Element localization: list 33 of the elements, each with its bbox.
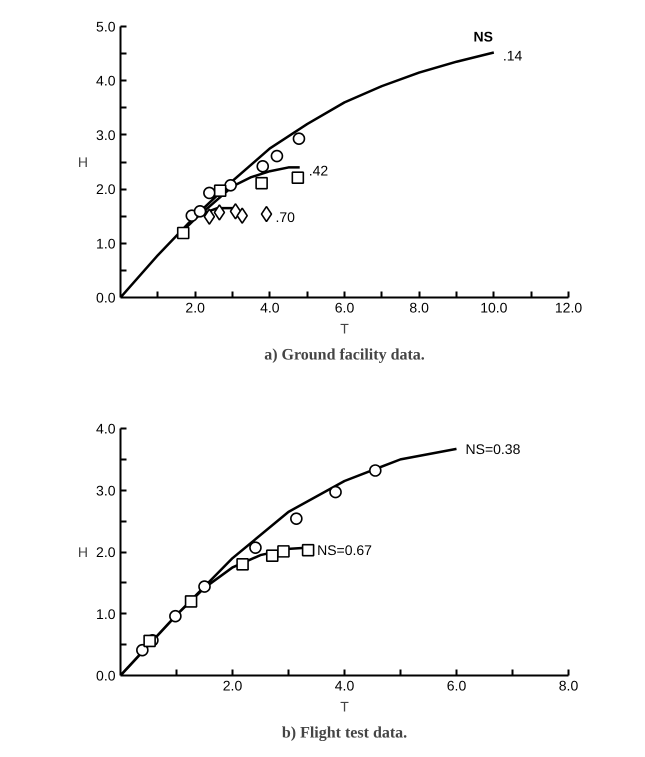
x-tick-label: 8.0 (558, 678, 578, 694)
x-tick-label: 10.0 (480, 300, 508, 316)
y-tick-label: 4.0 (96, 72, 116, 89)
x-tick-label: 4.0 (334, 678, 354, 694)
y-tick-label: 5.0 (96, 18, 116, 34)
x-axis-title: T (340, 698, 350, 714)
y-tick-label: 1.0 (96, 606, 116, 622)
y-tick-label: 4.0 (96, 420, 116, 436)
y-tick-label: 3.0 (96, 482, 116, 498)
y-tick-label: 0.0 (96, 290, 116, 306)
text: a) Ground facility data. (264, 346, 425, 364)
y-tick-label: 2.0 (96, 544, 116, 560)
annotation: NS=0.38 (466, 440, 521, 457)
text: b) Flight test data. (282, 724, 408, 742)
y-tick-label: 0.0 (96, 668, 116, 684)
x-tick-label: 12.0 (554, 300, 582, 316)
annotation: .14 (502, 48, 523, 64)
y-axis-title: H (78, 544, 88, 560)
x-tick-label: 8.0 (409, 300, 430, 316)
annotation: NS=0.67 (317, 542, 372, 558)
annotation: NS (474, 28, 493, 44)
x-tick-label: 2.0 (222, 678, 242, 694)
annotation: .70 (275, 209, 296, 226)
y-tick-label: 2.0 (96, 181, 116, 198)
x-tick-label: 2.0 (185, 300, 206, 316)
x-tick-label: 6.0 (334, 300, 354, 316)
y-tick-label: 1.0 (96, 235, 116, 252)
y-tick-label: 3.0 (96, 126, 116, 143)
y-axis-title: H (78, 154, 88, 170)
annotation: .42 (308, 162, 328, 178)
x-tick-label: 6.0 (446, 678, 466, 694)
x-tick-label: 4.0 (260, 300, 280, 316)
x-axis-title: T (340, 320, 350, 336)
